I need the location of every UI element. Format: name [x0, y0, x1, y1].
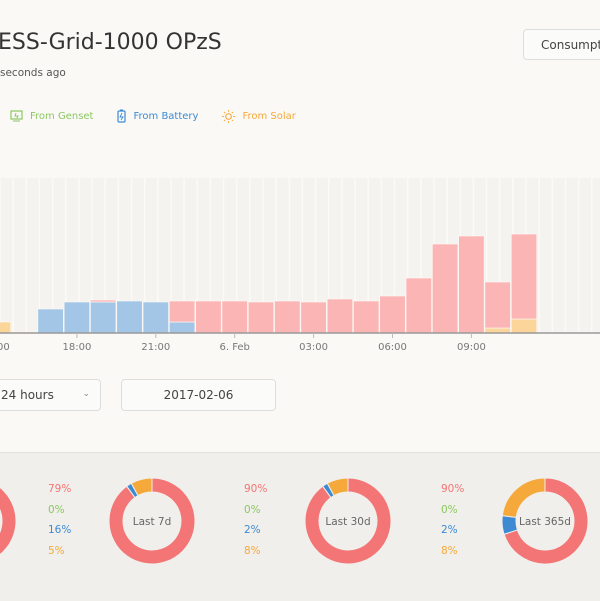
chevron-down-icon: ⌄	[82, 389, 90, 399]
bar-grid	[405, 277, 432, 334]
bar-battery	[90, 301, 117, 334]
last-updated: seconds ago	[0, 67, 66, 79]
donut-slice-grid	[0, 486, 17, 556]
donut-3: Last 30d	[304, 477, 392, 565]
legend-genset[interactable]: From Genset	[10, 109, 93, 123]
bar-solar	[510, 318, 538, 334]
bar-grid	[379, 295, 406, 334]
pct-grid: 90%	[441, 483, 465, 495]
bar-grid	[432, 243, 459, 334]
pct-grid: 90%	[244, 483, 268, 495]
donut-30d-percentages: 90% 0% 2% 8%	[441, 479, 464, 561]
donut-label: Last 7d	[133, 516, 172, 528]
donut-slice-grid	[503, 477, 589, 565]
bar-grid	[274, 300, 301, 334]
x-tick-label: 00	[0, 342, 10, 353]
bar-grid	[221, 300, 248, 334]
pct-battery: 16%	[48, 524, 72, 536]
donut-7d-percentages: 90% 0% 2% 8%	[244, 479, 267, 561]
pct-genset: 0%	[441, 503, 458, 516]
bar-grid	[484, 281, 511, 329]
donut-label: Last 30d	[325, 516, 370, 528]
legend-label: From Battery	[133, 110, 199, 122]
legend-label: From Genset	[30, 110, 94, 122]
donut-label: Last 365d	[519, 516, 571, 528]
pct-battery: 2%	[244, 524, 261, 536]
donut-slice-grid	[108, 477, 196, 565]
pct-solar: 8%	[244, 544, 261, 557]
donut-slice-solar	[326, 477, 349, 497]
bar-grid	[458, 235, 485, 334]
bar-grid	[300, 301, 327, 334]
bar-grid	[510, 233, 538, 320]
bar-grid	[90, 299, 117, 303]
donut-charts: Last 7d Last 30d Last 365d	[0, 477, 589, 565]
x-tick-label: 18:00	[62, 342, 91, 353]
x-tick-label: 06:00	[378, 342, 407, 353]
donut-slice-solar	[130, 477, 153, 497]
consumption-chart: 00 18:00 21:00 6. Feb 03:00 06:00 09:00	[0, 178, 600, 353]
consumption-button[interactable]: Consumpt	[523, 29, 600, 60]
donut-4: Last 365d	[501, 477, 589, 565]
chart-legend: From Genset From Battery From Solar	[10, 109, 320, 123]
pct-solar: 5%	[48, 544, 65, 557]
bar-battery	[63, 301, 90, 334]
donut-1-percentages: 79% 0% 16% 5%	[48, 479, 71, 561]
genset-icon	[10, 110, 23, 122]
bar-grid	[326, 298, 353, 334]
date-picker[interactable]: 2017-02-06	[121, 379, 276, 411]
bar-grid	[169, 300, 196, 323]
x-tick-label: 09:00	[457, 342, 486, 353]
battery-icon	[117, 109, 127, 123]
bar-battery	[169, 321, 196, 334]
bar-battery	[142, 301, 169, 334]
pct-solar: 8%	[441, 544, 458, 557]
legend-solar[interactable]: From Solar	[222, 109, 296, 123]
pct-genset: 0%	[244, 503, 261, 516]
totals-panel: Last 7d Last 30d Last 365d 79% 0% 16% 5% 9…	[0, 452, 600, 601]
legend-battery[interactable]: From Battery	[117, 109, 198, 123]
pct-battery: 2%	[441, 524, 458, 536]
bar-battery	[116, 300, 143, 334]
legend-label: From Solar	[242, 110, 296, 122]
x-tick-label: 21:00	[141, 342, 170, 353]
donut-2: Last 7d	[108, 477, 196, 565]
donut-slice-solar	[501, 477, 546, 518]
bar-solar	[0, 321, 12, 334]
pct-genset: 0%	[48, 503, 65, 516]
donut-1	[0, 486, 17, 556]
site-title: ESS-Grid-1000 OPzS	[0, 30, 222, 55]
bar-grid	[195, 300, 222, 334]
x-tick-label: 03:00	[299, 342, 328, 353]
bar-grid	[247, 301, 275, 334]
pct-grid: 79%	[48, 483, 72, 495]
bar-battery	[37, 308, 64, 334]
bar-grid	[353, 300, 380, 334]
range-dropdown[interactable]: 24 hours ⌄	[0, 379, 101, 411]
donut-slice-grid	[304, 477, 392, 565]
range-value: 24 hours	[1, 388, 54, 402]
sun-icon	[222, 109, 236, 123]
x-tick-label: 6. Feb	[219, 342, 249, 353]
